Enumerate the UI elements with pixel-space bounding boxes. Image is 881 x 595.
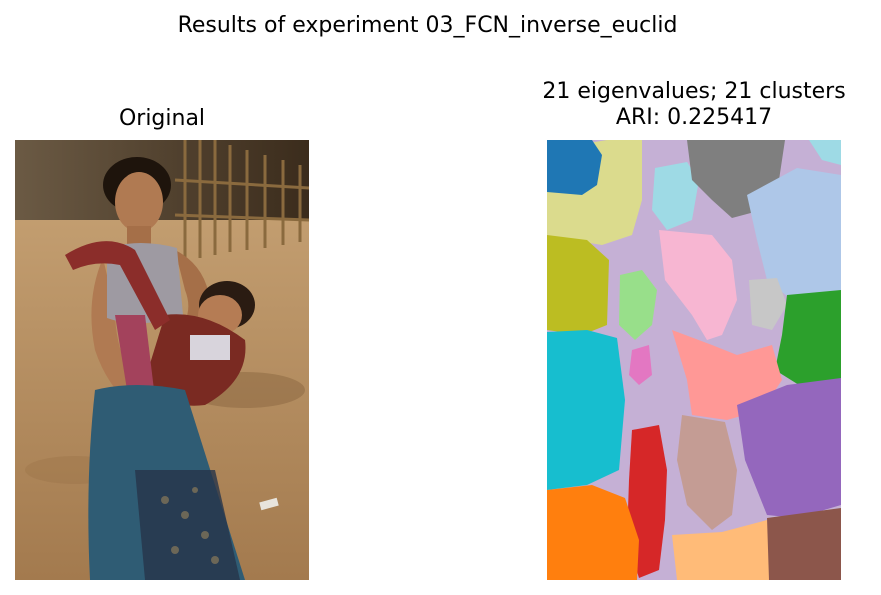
- cluster-pink: [629, 345, 652, 385]
- cluster-light-cyan-corner: [809, 140, 841, 165]
- cluster-green: [775, 290, 841, 390]
- original-image: [15, 140, 309, 580]
- segmentation-map: [547, 140, 841, 580]
- segmentation-title-line2: ARI: 0.225417: [615, 105, 773, 130]
- left-arm: [91, 258, 140, 400]
- segmentation-title: 21 eigenvalues; 21 clusters ARI: 0.22541…: [494, 79, 881, 131]
- segmentation-svg: [547, 140, 841, 580]
- cluster-light-gray: [749, 278, 787, 330]
- cluster-light-pink: [659, 230, 737, 340]
- original-image-title: Original: [118, 106, 206, 131]
- cluster-brown: [767, 508, 841, 580]
- cluster-light-red: [672, 330, 782, 420]
- cluster-light-blue: [747, 168, 841, 300]
- bamboo-fence: [174, 140, 309, 260]
- cluster-light-green: [619, 270, 657, 340]
- cluster-orange: [547, 485, 639, 580]
- original-photo-illustration: [15, 140, 309, 580]
- cluster-olive: [547, 235, 609, 335]
- cluster-light-orange: [672, 520, 777, 580]
- cluster-purple: [737, 378, 841, 518]
- cluster-blue: [547, 140, 602, 195]
- baby-shirt: [190, 335, 230, 360]
- face: [115, 172, 163, 232]
- cluster-light-cyan: [652, 162, 699, 230]
- cluster-tan: [677, 415, 737, 530]
- figure-suptitle: Results of experiment 03_FCN_inverse_euc…: [177, 13, 678, 38]
- sling-strap: [65, 241, 170, 330]
- cluster-cyan: [547, 330, 625, 490]
- segmentation-title-line1: 21 eigenvalues; 21 clusters: [542, 79, 846, 104]
